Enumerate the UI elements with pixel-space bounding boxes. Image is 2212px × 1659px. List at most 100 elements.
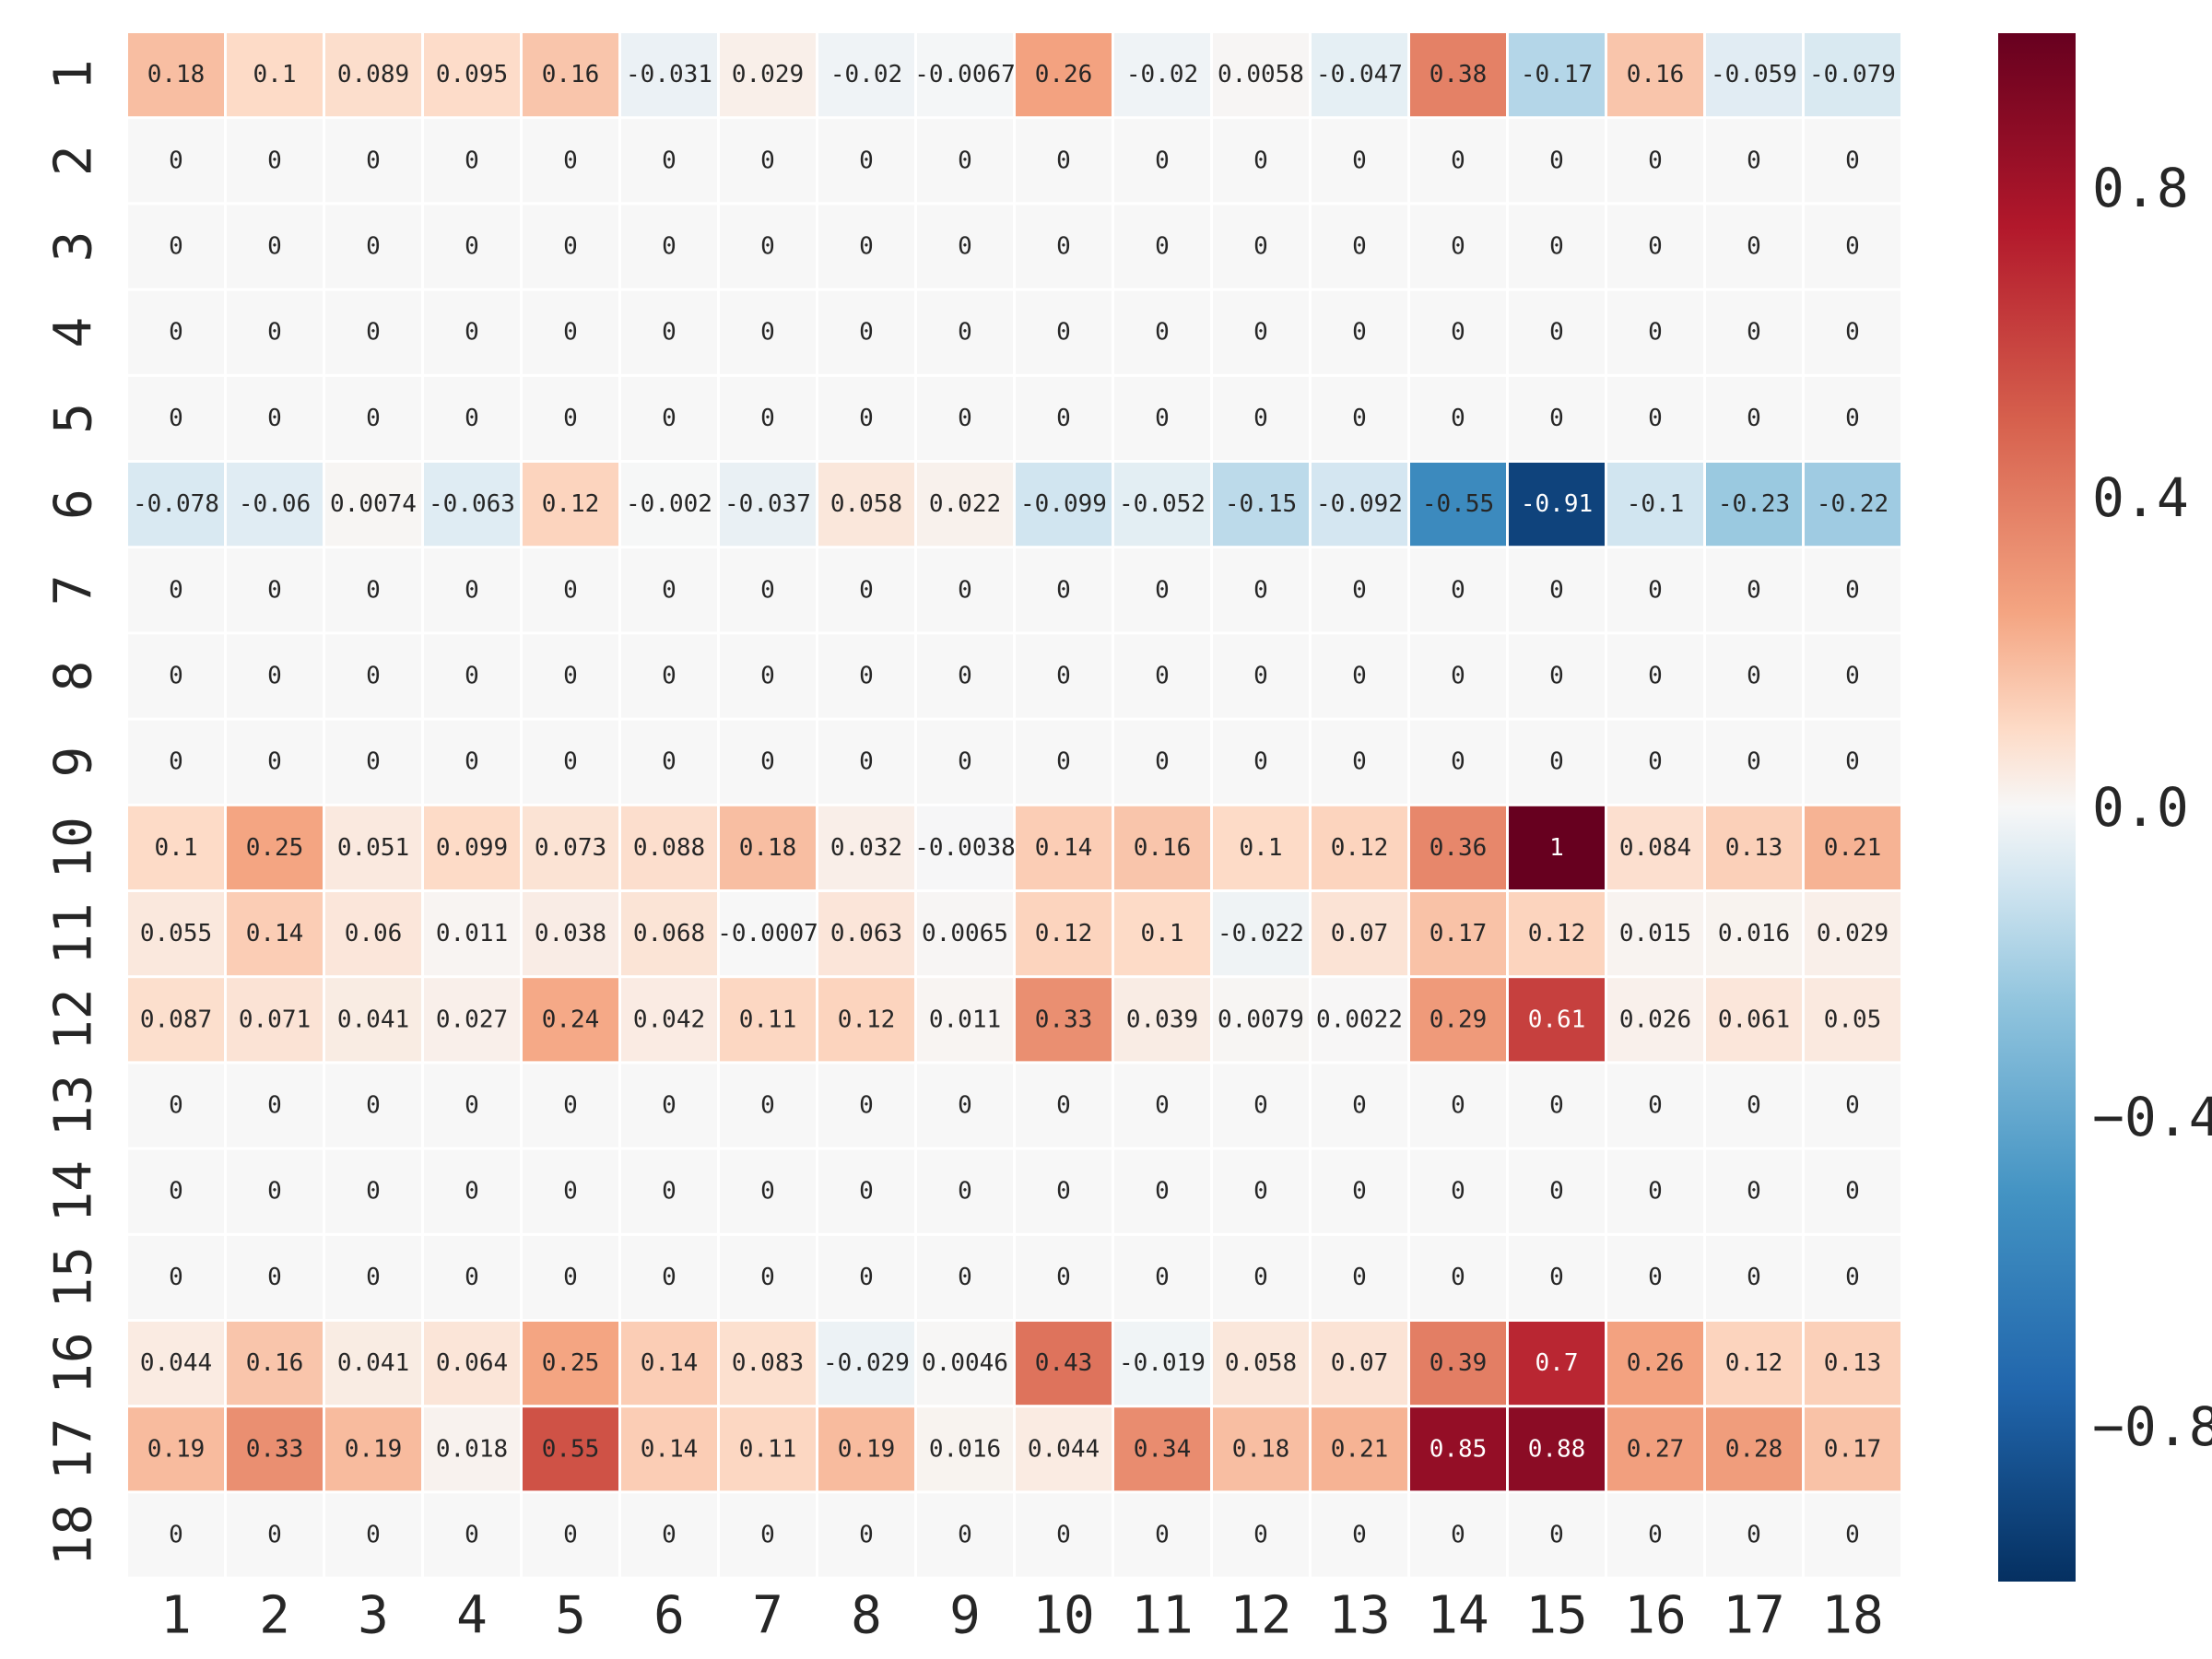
cell-value-label: 0.016 [929,1435,1001,1463]
y-tick-label: 10 [44,817,104,878]
heatmap-cell [917,720,1013,804]
x-tick-label: 6 [653,1586,685,1646]
heatmap-cell [1805,892,1900,976]
heatmap-cell [1607,1322,1703,1406]
cell-value-label: 0 [1253,319,1268,347]
heatmap-cell [128,892,224,976]
cell-value-label: 0 [366,663,381,690]
heatmap-cell [1607,1149,1703,1233]
cell-value-label: 0 [1451,405,1465,432]
cell-value-label: 0 [1056,1178,1071,1206]
cell-value-label: 0 [760,663,775,690]
cell-value-label: 0 [1451,1264,1465,1291]
heatmap-cell [621,548,717,632]
x-tick-label: 1 [160,1586,192,1646]
heatmap-cell [1509,892,1605,976]
cell-value-label: 0 [662,663,677,690]
heatmap-cell [818,1064,914,1147]
colorbar-tick-label: −0.8 [2092,1395,2212,1458]
y-tick-label: 16 [44,1332,104,1394]
cell-value-label: 0 [1747,233,1761,261]
cell-value-label: -0.099 [1020,490,1107,518]
heatmap-cell [1114,1407,1210,1491]
heatmap-cell [523,33,618,117]
heatmap-cell [1706,1064,1802,1147]
cell-value-label: 0.06 [345,920,403,947]
heatmap-cell [818,892,914,976]
cell-value-label: 0 [1648,663,1663,690]
heatmap-cell [424,1235,520,1319]
cell-value-label: 0 [1056,233,1071,261]
heatmap-cell [1114,1235,1210,1319]
cell-value-label: 0.28 [1725,1435,1783,1463]
y-tick-label: 7 [44,574,104,606]
heatmap-cell [1607,978,1703,1062]
cell-value-label: -0.022 [1218,920,1304,947]
cell-value-label: 0.0079 [1218,1006,1304,1033]
heatmap-cell [720,1493,816,1577]
cell-value-label: 0.18 [147,61,206,88]
heatmap-cell [1607,1407,1703,1491]
heatmap-cell [424,720,520,804]
heatmap-cell [1114,806,1210,889]
cell-value-label: 0 [1451,1522,1465,1549]
heatmap-cell [1016,33,1112,117]
cell-value-label: 0 [760,1264,775,1291]
cell-value-label: 0.05 [1824,1006,1882,1033]
heatmap-cell [1016,806,1112,889]
heatmap-cell [720,33,816,117]
cell-value-label: 0.011 [929,1006,1001,1033]
heatmap-cell [1213,634,1309,718]
cell-value-label: 0 [1352,405,1367,432]
heatmap-cell [1509,1064,1605,1147]
cell-value-label: 0 [1549,1092,1564,1120]
heatmap-cell [917,205,1013,288]
y-tick-label: 14 [44,1160,104,1222]
cell-value-label: 0 [1155,405,1170,432]
y-tick-label: 2 [44,145,104,176]
cell-value-label: 0 [1549,1522,1564,1549]
cell-value-label: 0 [267,663,282,690]
heatmap-cell [128,205,224,288]
cell-value-label: 0.095 [436,61,508,88]
heatmap-cell [917,892,1013,976]
cell-value-label: 0 [465,748,479,776]
cell-value-label: -0.0038 [914,834,1016,862]
cell-value-label: 0.0046 [922,1349,1008,1377]
cell-value-label: 0.26 [1035,61,1093,88]
cell-value-label: -0.0067 [914,61,1016,88]
cell-value-label: 0 [1352,319,1367,347]
heatmap-cell [1114,1493,1210,1577]
heatmap-cell [720,463,816,547]
heatmap-cell [128,376,224,460]
heatmap-cell [1016,290,1112,374]
cell-value-label: 0 [1451,319,1465,347]
cell-value-label: 0.0058 [1218,61,1304,88]
heatmap-cell [227,634,323,718]
heatmap-cell [1410,1493,1506,1577]
cell-value-label: 0 [1253,1178,1268,1206]
heatmap-cell [128,463,224,547]
cell-value-label: 0 [1352,663,1367,690]
cell-value-label: 0 [465,663,479,690]
cell-value-label: 0 [1549,663,1564,690]
heatmap-cell [1805,119,1900,203]
cell-value-label: 0 [859,319,874,347]
heatmap-cell [227,463,323,547]
heatmap-cell [1805,720,1900,804]
heatmap-cell [1312,376,1407,460]
heatmap-cell [1706,205,1802,288]
y-tick-label: 12 [44,989,104,1051]
heatmap-cell [1706,1493,1802,1577]
colorbar-tick-label: 0.0 [2092,776,2189,839]
heatmap-cell [325,1493,421,1577]
cell-value-label: 0 [662,319,677,347]
cell-value-label: -0.029 [823,1349,910,1377]
heatmap-cell [720,290,816,374]
heatmap-cell [818,720,914,804]
heatmap-cell [1410,1064,1506,1147]
heatmap-cell [621,1322,717,1406]
cell-value-label: 0 [563,405,578,432]
heatmap-cell [523,720,618,804]
